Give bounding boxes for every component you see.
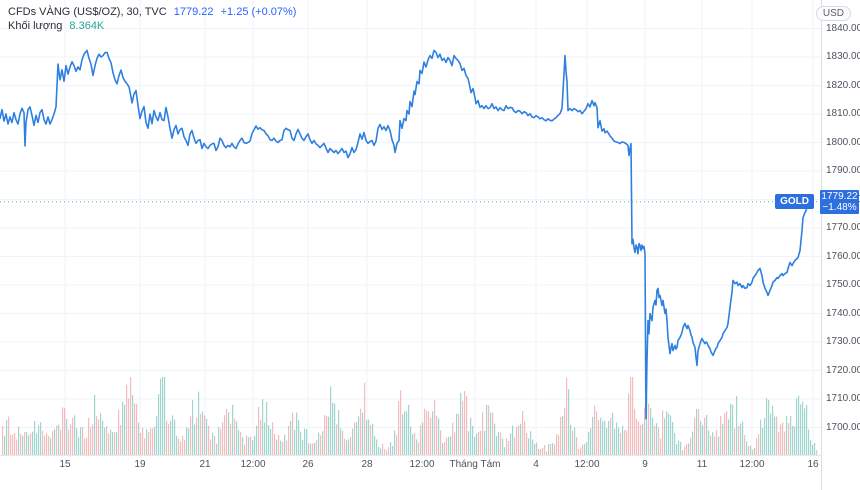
time-tick-label: 12:00 <box>739 459 765 470</box>
volume-study-label[interactable]: Khối lượng <box>8 20 63 32</box>
time-tick-label: Tháng Tám <box>449 459 501 470</box>
price-tick-label: 1760.00 <box>826 250 860 262</box>
time-tick-label: 19 <box>134 459 146 470</box>
price-tick-label: 1700.00 <box>826 421 860 433</box>
price-tick-label: 1770.00 <box>826 222 860 233</box>
symbol-legend-row: CFDs VÀNG (US$/OZ), 30, TVC 1779.22 +1.2… <box>8 5 296 19</box>
symbol-title[interactable]: CFDs VÀNG (US$/OZ), 30, TVC <box>8 6 167 18</box>
time-tick-label: 26 <box>302 459 314 470</box>
time-tick-label: 15 <box>59 459 71 470</box>
price-tick-label: 1820.00 <box>826 79 860 91</box>
last-price-change-pct: −1.48% <box>822 201 857 213</box>
price-tick-label: 1750.00 <box>826 279 860 290</box>
legend-last-price: 1779.22 <box>173 6 214 18</box>
time-tick-label: 28 <box>361 459 373 470</box>
last-price-value: 1779.22 <box>821 190 858 202</box>
price-tick-label: 1730.00 <box>826 336 860 347</box>
last-price-axis-badge: 1779.22 −1.48% <box>820 189 859 214</box>
price-tick-label: 1710.00 <box>826 393 860 404</box>
time-tick-label: 12:00 <box>409 459 435 470</box>
time-tick-label: 4 <box>533 459 539 470</box>
price-tick-label: 1810.00 <box>826 108 860 119</box>
price-tick-label: 1830.00 <box>826 51 860 62</box>
time-tick-label: 16 <box>807 459 819 470</box>
price-tick-label: 1800.00 <box>826 136 860 148</box>
time-tick-label: 9 <box>642 459 648 470</box>
legend-price-change: +1.25 (+0.07%) <box>220 6 297 18</box>
price-tick-label: 1840.00 <box>826 22 860 34</box>
time-tick-label: 21 <box>199 459 211 470</box>
time-axis[interactable]: 15 19 21 12:00 26 28 12:00 Tháng Tám 4 12:00 9 11 12… <box>0 455 860 490</box>
volume-value: 8.364K <box>69 20 105 32</box>
price-axis[interactable]: 1840.00 1830.00 1820.00 1810.00 1800.00 1790.… <box>821 0 860 455</box>
time-tick-label: 12:00 <box>574 459 600 470</box>
currency-badge[interactable]: USD <box>815 6 851 21</box>
last-price-symbol-badge: GOLD <box>775 193 814 209</box>
volume-legend-row: Khối lượng 8.364K <box>8 19 296 33</box>
price-tick-label: 1740.00 <box>826 307 860 319</box>
price-tick-label: 1720.00 <box>826 364 860 376</box>
time-tick-label: 11 <box>696 459 708 470</box>
price-line-series <box>0 49 811 420</box>
volume-histogram <box>2 377 818 455</box>
symbol-legend: CFDs VÀNG (US$/OZ), 30, TVC 1779.22 +1.2… <box>8 5 296 33</box>
time-tick-label: 12:00 <box>240 459 266 470</box>
price-tick-label: 1790.00 <box>826 165 860 176</box>
